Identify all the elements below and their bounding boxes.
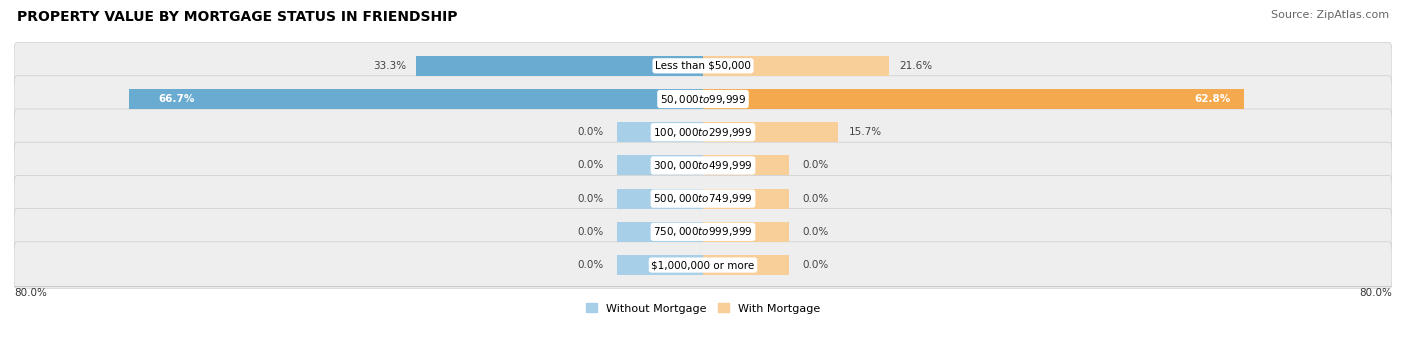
Bar: [703, 222, 789, 242]
Bar: [703, 89, 1244, 109]
Text: 0.0%: 0.0%: [578, 260, 605, 270]
Text: $750,000 to $999,999: $750,000 to $999,999: [654, 225, 752, 238]
FancyBboxPatch shape: [14, 43, 1392, 89]
Text: 0.0%: 0.0%: [801, 194, 828, 204]
Bar: [617, 222, 703, 242]
Text: 0.0%: 0.0%: [578, 160, 605, 170]
Text: 0.0%: 0.0%: [578, 227, 605, 237]
Legend: Without Mortgage, With Mortgage: Without Mortgage, With Mortgage: [582, 299, 824, 318]
Text: 80.0%: 80.0%: [1360, 288, 1392, 298]
Text: 0.0%: 0.0%: [801, 227, 828, 237]
Text: $300,000 to $499,999: $300,000 to $499,999: [654, 159, 752, 172]
Bar: [617, 255, 703, 275]
Text: 15.7%: 15.7%: [849, 127, 882, 137]
Text: 0.0%: 0.0%: [801, 160, 828, 170]
FancyBboxPatch shape: [14, 209, 1392, 255]
FancyBboxPatch shape: [14, 175, 1392, 222]
Bar: [617, 122, 703, 142]
Text: $100,000 to $299,999: $100,000 to $299,999: [654, 126, 752, 139]
Text: 0.0%: 0.0%: [578, 194, 605, 204]
Bar: [703, 155, 789, 175]
Text: 0.0%: 0.0%: [578, 127, 605, 137]
FancyBboxPatch shape: [14, 242, 1392, 288]
FancyBboxPatch shape: [14, 142, 1392, 189]
Bar: [703, 122, 838, 142]
Text: 62.8%: 62.8%: [1195, 94, 1230, 104]
Text: Less than $50,000: Less than $50,000: [655, 61, 751, 71]
Text: PROPERTY VALUE BY MORTGAGE STATUS IN FRIENDSHIP: PROPERTY VALUE BY MORTGAGE STATUS IN FRI…: [17, 10, 457, 24]
Text: $1,000,000 or more: $1,000,000 or more: [651, 260, 755, 270]
Text: $50,000 to $99,999: $50,000 to $99,999: [659, 92, 747, 105]
Bar: [703, 255, 789, 275]
Text: $500,000 to $749,999: $500,000 to $749,999: [654, 192, 752, 205]
Bar: [703, 189, 789, 209]
Text: Source: ZipAtlas.com: Source: ZipAtlas.com: [1271, 10, 1389, 20]
Text: 0.0%: 0.0%: [801, 260, 828, 270]
Text: 21.6%: 21.6%: [900, 61, 932, 71]
Text: 66.7%: 66.7%: [159, 94, 195, 104]
Bar: [617, 189, 703, 209]
FancyBboxPatch shape: [14, 76, 1392, 122]
Bar: [703, 56, 889, 76]
FancyBboxPatch shape: [14, 109, 1392, 155]
Bar: [128, 89, 703, 109]
Text: 80.0%: 80.0%: [14, 288, 46, 298]
Bar: [416, 56, 703, 76]
Bar: [617, 155, 703, 175]
Text: 33.3%: 33.3%: [373, 61, 406, 71]
